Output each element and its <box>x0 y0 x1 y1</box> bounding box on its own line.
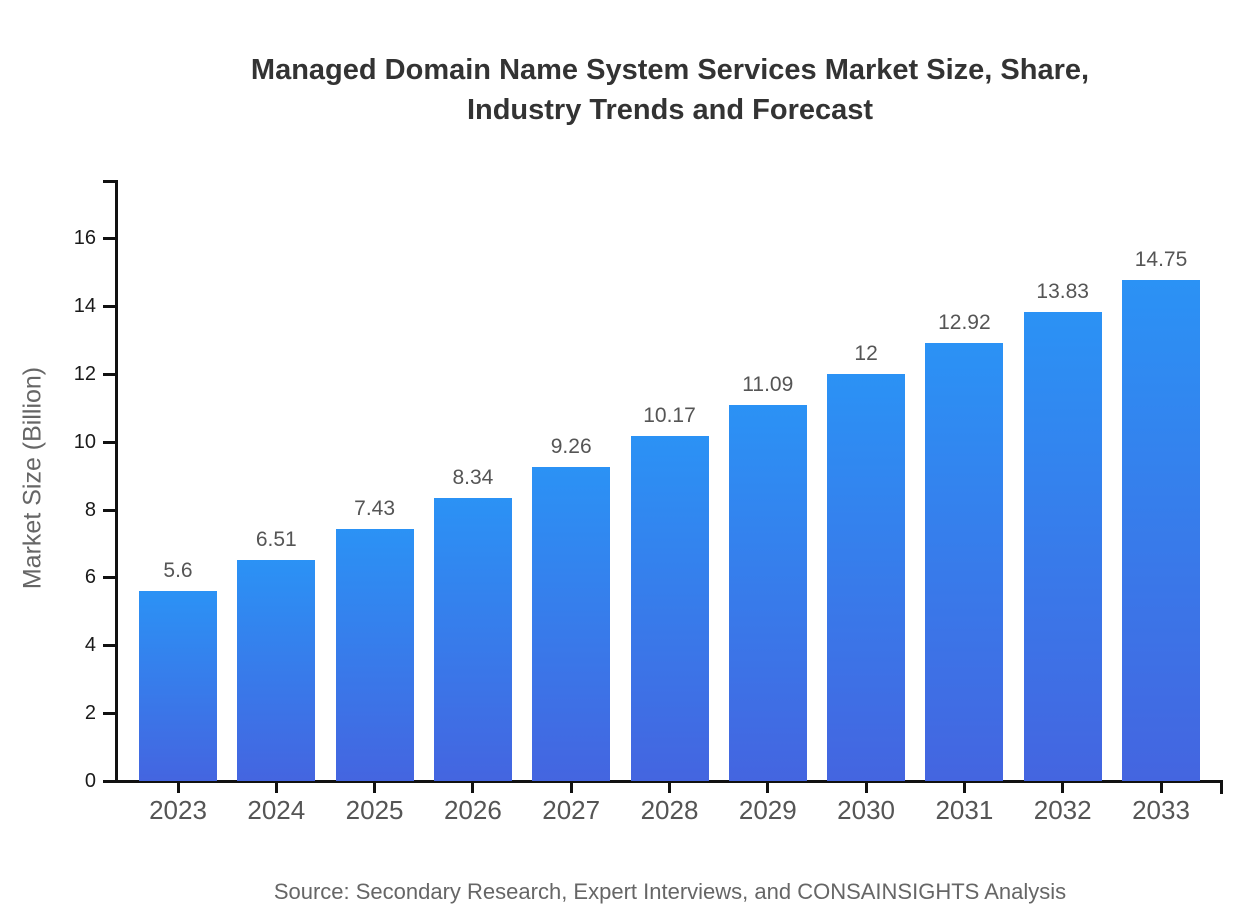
y-tick-mark <box>103 644 115 648</box>
x-tick-mark <box>864 783 868 793</box>
y-tick-label: 8 <box>84 498 96 521</box>
bar-value-label: 5.6 <box>163 558 193 582</box>
bar-value-label: 12 <box>854 341 878 365</box>
chart-title: Managed Domain Name System Services Mark… <box>250 54 1090 126</box>
bar-value-label: 13.83 <box>1036 279 1089 303</box>
y-tick-mark <box>103 712 115 716</box>
y-tick-mark <box>103 440 115 444</box>
y-axis-line <box>115 180 118 783</box>
bar-2026 <box>433 497 512 781</box>
x-tick-label-2029: 2029 <box>738 795 797 825</box>
x-tick-label-2030: 2030 <box>837 795 896 825</box>
bar-2025 <box>335 528 414 781</box>
bar-2029 <box>728 404 807 781</box>
y-tick-mark <box>103 780 115 783</box>
x-tick-label-2023: 2023 <box>149 795 207 825</box>
x-tick-mark <box>1061 783 1065 793</box>
bar-value-label: 14.75 <box>1134 248 1188 272</box>
bar-2030 <box>827 373 906 781</box>
y-tick-label: 0 <box>84 770 96 792</box>
x-tick-label-2027: 2027 <box>542 795 601 825</box>
x-tick-mark <box>176 783 180 793</box>
y-tick-label: 2 <box>84 702 96 725</box>
y-tick-mark <box>103 576 115 580</box>
bar-2023 <box>139 590 217 781</box>
x-tick-mark <box>962 783 966 793</box>
bar-value-label: 11.09 <box>742 372 794 396</box>
y-tick-mark <box>103 372 115 376</box>
x-tick-mark <box>766 783 770 793</box>
y-axis-endcap <box>103 180 118 183</box>
x-tick-label-2025: 2025 <box>345 795 404 825</box>
y-axis-label: Market Size (Billion) <box>18 366 47 590</box>
x-tick-label-2028: 2028 <box>640 795 699 825</box>
bar-2027 <box>532 466 611 781</box>
y-tick-label: 6 <box>84 566 96 589</box>
y-tick-label: 12 <box>73 362 96 385</box>
y-tick-label: 16 <box>73 227 96 249</box>
y-tick-mark <box>103 508 115 512</box>
x-tick-mark <box>1159 783 1163 793</box>
source-note: Source: Secondary Research, Expert Inter… <box>273 879 1067 904</box>
bar-value-label: 7.43 <box>354 496 396 520</box>
x-tick-label-2024: 2024 <box>247 795 306 825</box>
x-tick-label-2026: 2026 <box>443 795 502 825</box>
bar-value-label: 9.26 <box>550 434 592 458</box>
bar-value-label: 6.51 <box>255 528 297 552</box>
y-tick-label: 4 <box>84 634 96 657</box>
bar-2032 <box>1023 311 1102 781</box>
y-tick-mark <box>103 237 115 240</box>
x-tick-mark <box>274 783 278 793</box>
x-tick-label-2032: 2032 <box>1033 795 1092 825</box>
bar-2024 <box>237 560 316 781</box>
x-axis-endcap <box>1220 780 1223 794</box>
x-tick-mark <box>668 783 671 793</box>
bar-value-label: 10.17 <box>643 403 696 427</box>
bar-2033 <box>1122 280 1200 781</box>
x-tick-label-2031: 2031 <box>935 795 994 825</box>
y-tick-mark <box>103 304 115 308</box>
x-tick-mark <box>471 783 475 793</box>
bar-value-label: 8.34 <box>452 465 494 489</box>
x-tick-label-2033: 2033 <box>1132 795 1190 825</box>
x-tick-mark <box>373 783 377 793</box>
x-axis-line <box>115 780 1223 783</box>
y-tick-label: 10 <box>73 430 96 453</box>
bar-2031 <box>925 342 1004 781</box>
x-tick-mark <box>569 783 573 793</box>
bar-2028 <box>630 435 709 781</box>
bar-value-label: 12.92 <box>938 310 991 334</box>
y-tick-label: 14 <box>73 294 96 317</box>
